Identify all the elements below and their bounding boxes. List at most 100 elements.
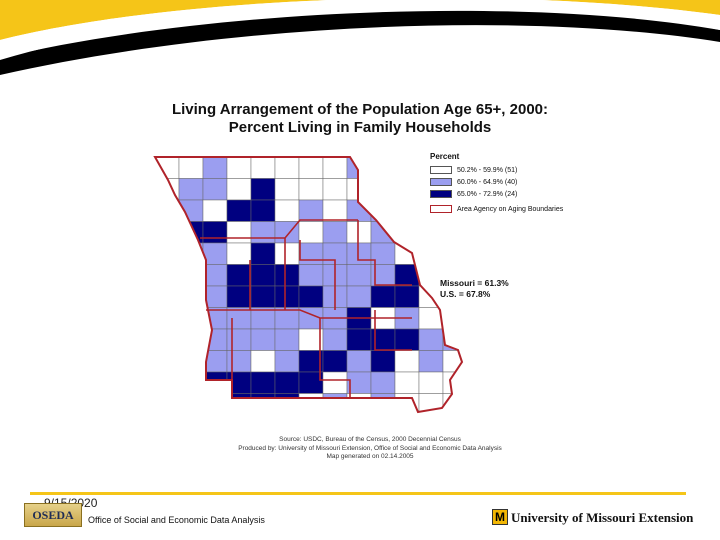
county-cell — [322, 350, 348, 373]
county-cell — [250, 221, 276, 244]
county-cell — [370, 393, 396, 412]
county-cell — [322, 221, 348, 244]
county-cell — [250, 393, 276, 412]
county-cell — [155, 221, 180, 244]
county-cell — [418, 242, 444, 265]
county-cell — [155, 157, 180, 179]
county-cell — [442, 350, 462, 373]
county-cell — [202, 157, 228, 179]
county-cell — [346, 350, 372, 373]
county-cell — [322, 371, 348, 394]
county-cell — [202, 178, 228, 201]
legend-item-mid: 60.0% - 64.9% (40) — [430, 176, 630, 188]
county-cell — [155, 242, 180, 265]
county-cell — [274, 350, 300, 373]
county-cell — [274, 199, 300, 222]
county-cell — [418, 221, 444, 244]
county-cell — [394, 371, 420, 394]
county-cell — [298, 393, 324, 412]
county-cell — [155, 371, 180, 394]
county-cell — [155, 307, 180, 330]
county-cell — [370, 350, 396, 373]
county-cell — [346, 242, 372, 265]
map-title-line-1: Living Arrangement of the Population Age… — [171, 101, 549, 118]
county-cell — [226, 199, 252, 222]
county-cell — [418, 328, 444, 351]
county-cell — [274, 393, 300, 412]
county-cell — [298, 157, 324, 179]
county-cell — [250, 242, 276, 265]
county-cell — [442, 307, 462, 330]
county-cell — [394, 242, 420, 265]
legend-label-high: 65.0% - 72.9% (24) — [457, 190, 518, 198]
county-cell — [250, 264, 276, 287]
county-cell — [322, 178, 348, 201]
county-cell — [298, 178, 324, 201]
county-cell — [155, 328, 180, 351]
header-banner — [0, 0, 720, 75]
county-cell — [322, 199, 348, 222]
county-cell — [274, 285, 300, 308]
source-note: Source: USDC, Bureau of the Census, 2000… — [150, 436, 590, 462]
missouri-county-map — [153, 156, 464, 414]
county-cell — [394, 285, 420, 308]
county-cell — [250, 285, 276, 308]
legend-item-high: 65.0% - 72.9% (24) — [430, 188, 630, 200]
county-cell — [178, 157, 204, 179]
county-cell — [394, 199, 420, 222]
county-cell — [394, 157, 420, 179]
county-cell — [298, 221, 324, 244]
county-cell — [226, 242, 252, 265]
county-cell — [178, 264, 204, 287]
county-cell — [250, 328, 276, 351]
county-cell — [178, 178, 204, 201]
county-cell — [226, 157, 252, 179]
county-cell — [322, 328, 348, 351]
map-legend: Percent 50.2% - 59.9% (51) 60.0% - 64.9%… — [430, 152, 630, 215]
county-cell — [250, 371, 276, 394]
county-cell — [442, 371, 462, 394]
county-cell — [370, 157, 396, 179]
county-cell — [322, 157, 348, 179]
county-cell — [346, 328, 372, 351]
summary-stats: Missouri = 61.3% U.S. = 67.8% — [440, 278, 509, 300]
legend-swatch-high — [430, 190, 452, 198]
county-cell — [226, 221, 252, 244]
missouri-percent: Missouri = 61.3% — [440, 278, 509, 288]
county-cell — [274, 157, 300, 179]
county-cell — [418, 371, 444, 394]
county-cell — [322, 393, 348, 412]
county-cell — [394, 221, 420, 244]
county-cell — [250, 350, 276, 373]
county-cell — [250, 199, 276, 222]
mu-logo: M — [492, 509, 508, 525]
county-cell — [370, 285, 396, 308]
county-cell — [202, 221, 228, 244]
county-cell — [155, 264, 180, 287]
county-cell — [155, 285, 180, 308]
county-cell — [274, 371, 300, 394]
county-cell — [226, 178, 252, 201]
county-cell — [226, 393, 252, 412]
county-cell — [346, 221, 372, 244]
county-cell — [155, 199, 180, 222]
county-cell — [226, 350, 252, 373]
county-cell — [178, 307, 204, 330]
county-cell — [178, 393, 204, 412]
office-name: Office of Social and Economic Data Analy… — [88, 515, 265, 525]
county-cell — [394, 178, 420, 201]
county-cell — [155, 393, 180, 412]
footer-rule — [30, 492, 686, 495]
county-cell — [394, 328, 420, 351]
legend-swatch-boundary — [430, 205, 452, 213]
source-line-2: Produced by: University of Missouri Exte… — [238, 444, 502, 452]
county-cell — [226, 264, 252, 287]
county-cell — [178, 371, 204, 394]
us-percent: U.S. = 67.8% — [440, 289, 491, 299]
county-cell — [298, 199, 324, 222]
county-cell — [298, 285, 324, 308]
legend-label-mid: 60.0% - 64.9% (40) — [457, 178, 518, 186]
county-cell — [274, 264, 300, 287]
county-cell — [442, 328, 462, 351]
map-title-line-2: Percent Living in Family Households — [228, 119, 492, 136]
